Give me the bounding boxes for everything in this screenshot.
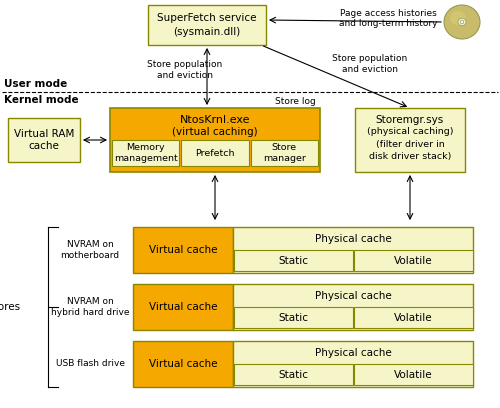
Text: SuperFetch service: SuperFetch service (157, 13, 257, 23)
Text: NVRAM on
hybrid hard drive: NVRAM on hybrid hard drive (51, 297, 129, 317)
Text: Memory
management: Memory management (114, 143, 178, 163)
Text: Static: Static (278, 370, 308, 379)
Text: (physical caching): (physical caching) (367, 127, 453, 137)
Bar (233, 227, 473, 273)
Bar (8, 118, 80, 162)
Bar (110, 108, 320, 172)
Bar (133, 284, 233, 330)
Text: Prefetch: Prefetch (195, 149, 235, 157)
Text: Physical cache: Physical cache (314, 235, 392, 244)
Text: Virtual RAM
cache: Virtual RAM cache (14, 129, 74, 151)
Bar (148, 5, 266, 45)
Text: Volatile: Volatile (394, 313, 433, 323)
Text: Virtual cache: Virtual cache (149, 245, 217, 255)
Ellipse shape (444, 5, 480, 39)
Text: Stores: Stores (0, 302, 20, 312)
Text: Physical cache: Physical cache (314, 348, 392, 358)
Bar (112, 140, 180, 166)
Text: (virtual caching): (virtual caching) (172, 127, 258, 137)
Text: NVRAM on
motherboard: NVRAM on motherboard (60, 240, 120, 260)
Text: Storemgr.sys: Storemgr.sys (376, 115, 444, 125)
Text: Static: Static (278, 313, 308, 323)
Text: (filter driver in: (filter driver in (376, 140, 444, 149)
Text: Static: Static (278, 255, 308, 266)
Bar (234, 250, 353, 271)
Bar (355, 108, 465, 172)
Ellipse shape (458, 18, 466, 26)
Bar (133, 341, 233, 387)
Text: disk driver stack): disk driver stack) (369, 151, 451, 160)
Bar (234, 307, 353, 328)
Text: Store
manager: Store manager (263, 143, 306, 163)
Text: User mode: User mode (4, 79, 67, 89)
Text: and long-term history: and long-term history (339, 18, 437, 27)
Text: Store log: Store log (274, 97, 316, 106)
Text: Volatile: Volatile (394, 255, 433, 266)
Bar (182, 140, 248, 166)
Bar (133, 227, 233, 273)
Text: USB flash drive: USB flash drive (56, 359, 124, 368)
Bar (354, 364, 473, 385)
Bar (234, 364, 353, 385)
Bar (233, 284, 473, 330)
Text: Volatile: Volatile (394, 370, 433, 379)
Ellipse shape (450, 11, 466, 25)
Text: Store population
and eviction: Store population and eviction (332, 54, 407, 74)
Bar (233, 341, 473, 387)
Text: Kernel mode: Kernel mode (4, 95, 78, 105)
Bar (250, 140, 318, 166)
Text: Virtual cache: Virtual cache (149, 302, 217, 312)
Text: Page access histories: Page access histories (340, 9, 436, 18)
Text: Store population
and eviction: Store population and eviction (148, 60, 222, 80)
Text: Virtual cache: Virtual cache (149, 359, 217, 369)
Bar (354, 250, 473, 271)
Ellipse shape (460, 20, 464, 24)
Text: Physical cache: Physical cache (314, 291, 392, 302)
Text: NtosKrnl.exe: NtosKrnl.exe (180, 115, 250, 125)
Bar (354, 307, 473, 328)
Text: (sysmain.dll): (sysmain.dll) (174, 27, 240, 37)
